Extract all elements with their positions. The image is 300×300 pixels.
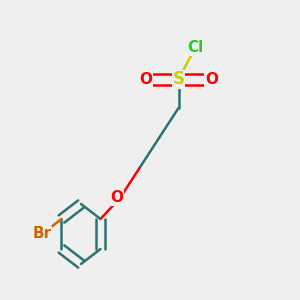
- Text: O: O: [110, 190, 124, 206]
- Text: S: S: [172, 70, 184, 88]
- Text: Cl: Cl: [187, 40, 203, 56]
- Text: Br: Br: [32, 226, 52, 242]
- Text: O: O: [205, 72, 218, 87]
- Text: O: O: [139, 72, 152, 87]
